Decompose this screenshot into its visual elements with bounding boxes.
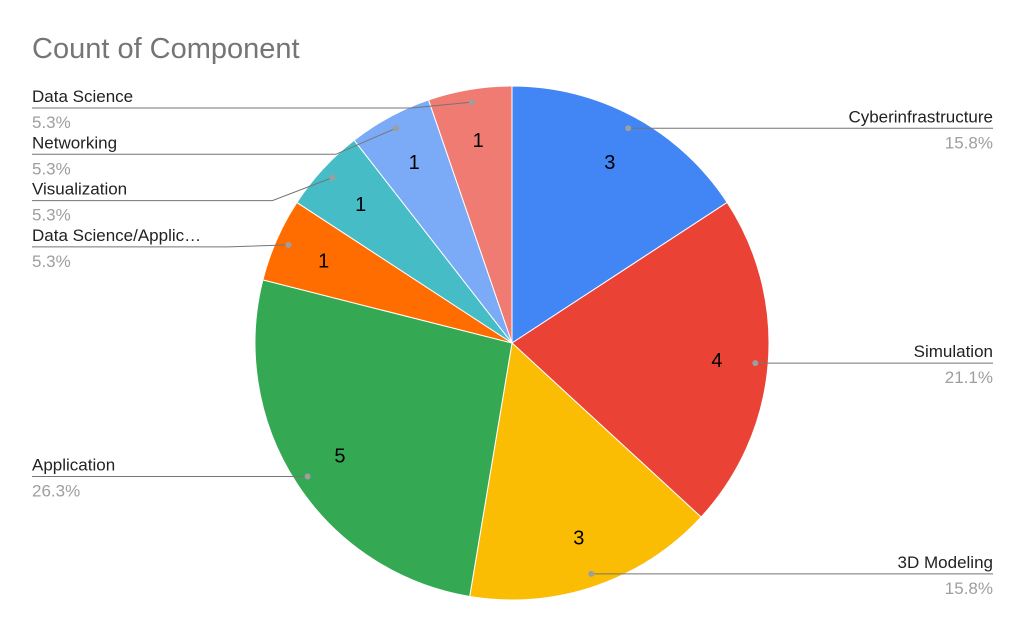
- percent-label: 21.1%: [945, 368, 993, 387]
- leader-dot: [392, 125, 399, 132]
- legend-label: Application: [32, 456, 115, 475]
- percent-label: 15.8%: [945, 579, 993, 598]
- chart-title: Count of Component: [32, 33, 300, 65]
- leader-line: [32, 127, 396, 155]
- percent-label: 5.3%: [32, 113, 71, 132]
- leader-line: [32, 177, 333, 202]
- pie-slice: [511, 201, 770, 518]
- legend-label: 3D Modeling: [898, 553, 993, 572]
- leader-dot: [304, 473, 311, 480]
- leader-dot: [329, 174, 336, 181]
- leader-line: [32, 101, 472, 109]
- value-label: 4: [711, 350, 722, 372]
- legend-label: Data Science/Applic…: [32, 226, 201, 245]
- value-label: 5: [334, 445, 345, 467]
- percent-label: 5.3%: [32, 159, 71, 178]
- value-label: 1: [409, 152, 420, 174]
- value-label: 1: [473, 130, 484, 152]
- legend-label: Networking: [32, 133, 117, 152]
- legend-label: Simulation: [914, 342, 993, 361]
- leader-line: [32, 244, 289, 248]
- value-label: 3: [604, 152, 615, 174]
- leader-dot: [588, 570, 595, 577]
- percent-label: 5.3%: [32, 206, 71, 225]
- leader-dot: [285, 241, 292, 248]
- pie-slice: [469, 342, 702, 601]
- legend-label: Data Science: [32, 87, 133, 106]
- value-label: 3: [573, 527, 584, 549]
- pie-slice: [254, 279, 513, 598]
- value-label: 1: [355, 194, 366, 216]
- percent-label: 5.3%: [32, 252, 71, 271]
- pie-slice: [427, 85, 513, 344]
- pie-slice: [511, 85, 728, 344]
- legend-label: Visualization: [32, 180, 127, 199]
- percent-label: 26.3%: [32, 482, 80, 501]
- leader-dot: [752, 360, 759, 367]
- value-label: 1: [318, 250, 329, 272]
- leader-dot: [468, 99, 475, 106]
- leader-dot: [625, 125, 632, 132]
- percent-label: 15.8%: [945, 133, 993, 152]
- legend-label: Cyberinfrastructure: [848, 107, 993, 126]
